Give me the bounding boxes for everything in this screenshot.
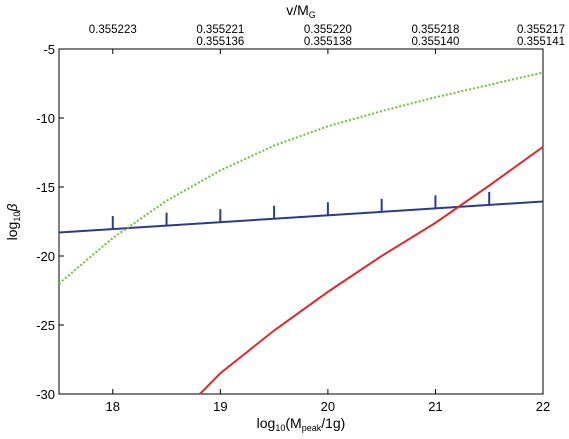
x-tick-label-1: 18: [106, 399, 120, 414]
y-tick-label-1: -5: [43, 42, 55, 57]
top-tick-label-5-1: 0.355217: [517, 24, 565, 36]
top-axis-title: v/MG: [286, 2, 316, 20]
top-tick-label-4-2: 0.355140: [411, 36, 459, 48]
series-layer: [58, 71, 544, 395]
y-tick-label-3: -15: [36, 180, 55, 195]
y-ticks: -5 -10 -15 -20 -25 -30: [36, 42, 64, 402]
y-tick-label-4: -20: [36, 249, 55, 264]
top-tick-label-2-1: 0.355221: [196, 24, 244, 36]
top-tick-label-5-2: 0.355141: [517, 36, 565, 48]
top-tick-label-2-2: 0.355136: [196, 36, 244, 48]
series-line-1: [58, 200, 544, 234]
series-line-2: [199, 146, 544, 395]
x-axis-title: log10(Mpeak/1g): [257, 415, 346, 433]
x-tick-label-3: 20: [321, 399, 335, 414]
x-tick-label-2: 19: [213, 399, 227, 414]
series-line-3: [58, 71, 544, 285]
top-tick-label-1-1: 0.355223: [89, 24, 137, 36]
y-tick-label-2: -10: [36, 111, 55, 126]
x-ticks: 18 19 20 21 22: [106, 389, 550, 414]
y-axis-title: log10β: [4, 204, 22, 241]
y-tick-label-6: -30: [36, 387, 55, 402]
x-tick-label-4: 21: [428, 399, 442, 414]
top-tick-label-3-2: 0.355138: [304, 36, 352, 48]
y-tick-label-5: -25: [36, 318, 55, 333]
top-tick-label-4-1: 0.355218: [411, 24, 459, 36]
plot-area: [58, 48, 544, 395]
x-tick-label-5: 22: [536, 399, 550, 414]
top-tick-label-3-1: 0.355220: [304, 24, 352, 36]
